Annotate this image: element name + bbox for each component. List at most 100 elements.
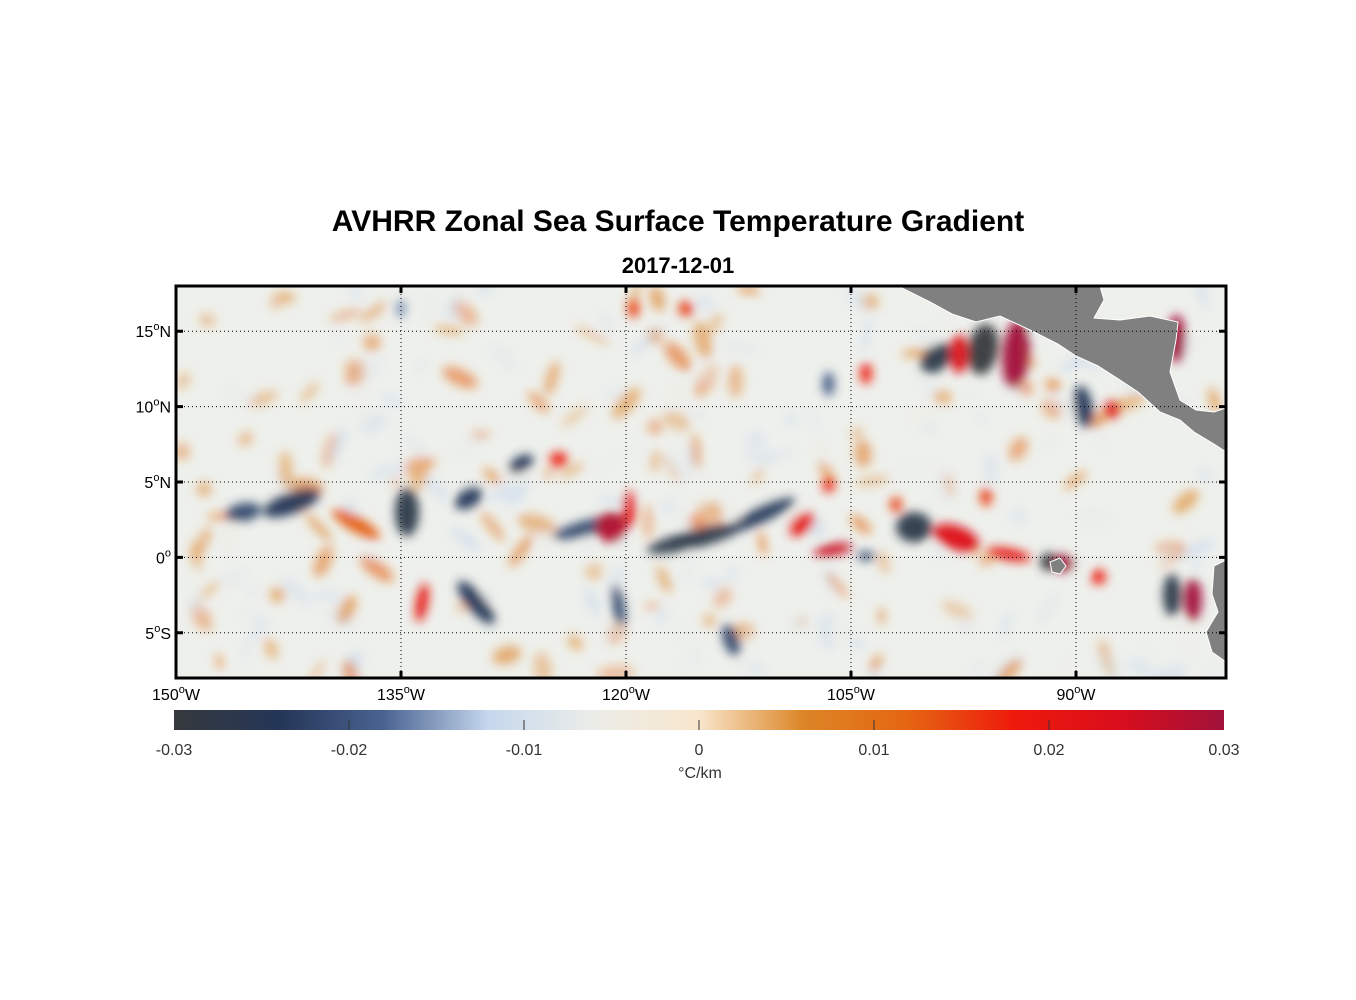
background-anomaly [861,316,872,355]
background-anomaly [332,332,342,345]
background-anomaly [661,495,676,516]
positive-gradient-feature [1091,569,1106,585]
negative-gradient-feature [721,624,741,657]
background-anomaly [869,654,883,673]
background-anomaly [402,454,430,475]
background-anomaly [504,479,531,507]
positive-gradient-feature [890,497,902,513]
background-anomaly [878,607,885,625]
y-tick-label: 5oN [144,472,171,492]
background-anomaly [959,620,973,635]
positive-gradient-feature [1184,578,1202,621]
negative-gradient-feature [263,488,320,518]
background-anomaly [1208,387,1221,414]
background-anomaly [878,550,889,574]
x-tick-label: 135oW [377,684,426,704]
negative-gradient-feature [508,454,534,474]
positive-gradient-feature [950,334,968,374]
positive-gradient-feature [788,512,815,537]
background-anomaly [269,586,286,603]
negative-gradient-feature [396,299,406,318]
background-anomaly [199,313,215,327]
background-anomaly [1063,471,1087,490]
background-anomaly [723,565,740,582]
background-anomaly [817,612,836,632]
background-anomaly [851,428,863,439]
background-anomaly [239,608,261,622]
background-anomaly [850,637,865,649]
positive-gradient-feature [623,491,635,528]
negative-gradient-feature [611,584,626,627]
background-anomaly [528,391,549,413]
background-anomaly [661,454,681,482]
background-anomaly [913,325,937,347]
positive-gradient-feature [627,299,640,318]
background-anomaly [697,361,722,380]
background-anomaly [363,333,381,352]
background-anomaly [984,453,998,485]
negative-gradient-feature [857,551,875,561]
background-anomaly [359,301,387,323]
positive-gradient-feature [332,509,380,540]
background-anomaly [322,432,338,469]
background-anomaly [676,572,694,588]
background-anomaly [699,577,724,590]
y-tick-label: 5oS [145,623,171,643]
background-anomaly [590,457,610,477]
background-anomaly [826,572,848,598]
land-mask [897,286,1226,663]
background-anomaly [1037,591,1059,625]
colorbar-tick-label: -0.03 [156,742,193,759]
background-anomaly [1043,434,1054,451]
background-anomaly [574,326,611,345]
background-anomaly [247,391,279,407]
positive-gradient-feature [980,488,992,507]
background-anomaly [995,658,1022,678]
background-anomaly [313,545,333,578]
colorbar-tick-label: -0.02 [331,742,368,759]
negative-gradient-feature [1163,573,1181,617]
background-anomaly [222,522,237,558]
background-anomaly [470,431,491,439]
colorbar-tick-label: 0.01 [858,742,889,759]
background-anomaly [245,584,256,598]
background-anomaly [758,531,767,557]
y-axis: 15oN 10oN 5oN 0o 5oS [136,321,171,643]
positive-gradient-feature [596,512,626,543]
background-anomaly [584,563,604,581]
background-anomaly [421,291,436,321]
background-anomaly [920,420,938,435]
colorbar-tick-label: 0.02 [1033,742,1064,759]
plot-area [174,284,1228,680]
background-anomaly [656,565,672,594]
background-anomaly [278,450,293,489]
background-anomaly [969,659,987,677]
background-anomaly [1045,378,1061,392]
background-anomaly [433,325,464,335]
background-anomaly [670,503,686,528]
background-anomaly [560,463,585,478]
background-anomaly [264,638,279,660]
background-anomaly [1008,437,1029,461]
background-anomaly [664,342,692,372]
x-axis: 150oW 135oW 120oW 105oW 90oW [152,684,1096,704]
background-anomaly [299,381,320,403]
background-anomaly [689,409,707,419]
background-anomaly [544,361,560,397]
background-anomaly [602,388,624,398]
background-anomaly [702,613,717,628]
positive-gradient-feature [1002,319,1030,389]
negative-gradient-feature [395,488,419,537]
background-anomaly [1075,509,1113,526]
background-anomaly [222,385,251,405]
background-anomaly [644,602,661,610]
tick-marks [176,286,1226,678]
background-anomaly [688,651,702,664]
background-anomaly [305,513,332,542]
background-anomaly [240,645,251,665]
background-anomaly [674,660,690,678]
background-anomaly [1172,489,1199,514]
background-anomaly [757,449,797,463]
background-anomaly [455,602,469,613]
